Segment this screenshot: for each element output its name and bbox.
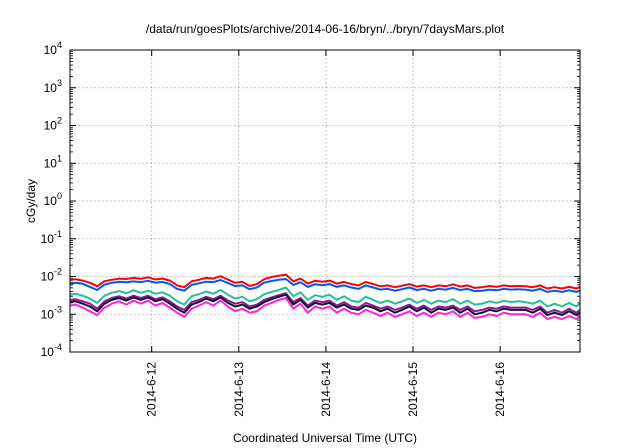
plot-frame — [69, 49, 581, 353]
y-tick-label: 104 — [44, 40, 62, 57]
x-tick-label: 2014-6-13 — [232, 362, 246, 417]
y-tick-label: 10-1 — [41, 229, 62, 246]
series-line-4 — [69, 292, 581, 314]
y-axis-label: cGy/day — [24, 179, 38, 223]
x-tick-label: 2014-6-15 — [406, 362, 420, 417]
series-line-1 — [69, 273, 581, 290]
series-line-5 — [69, 293, 581, 317]
chart-title: /data/run/goesPlots/archive/2014-06-16/b… — [146, 22, 505, 36]
y-tick-label: 100 — [44, 191, 62, 208]
y-tick-label: 102 — [44, 116, 62, 133]
x-axis-label: Coordinated Universal Time (UTC) — [233, 431, 417, 445]
series-group — [69, 273, 581, 320]
x-tick-label: 2014-6-16 — [493, 362, 507, 417]
axis-ticks: 10-4 10-3 10-2 10-1 100 101 102 103 104 2014-6-12… — [41, 40, 580, 417]
y-tick-label: 101 — [44, 153, 62, 170]
y-tick-label: 103 — [44, 78, 62, 95]
x-tick-label: 2014-6-14 — [319, 362, 333, 417]
series-line-6 — [69, 297, 581, 320]
y-tick-label: 10-4 — [41, 342, 62, 359]
series-line-3 — [69, 286, 581, 308]
x-tick-label: 2014-6-12 — [145, 362, 159, 417]
grid — [70, 50, 580, 352]
series-line-2 — [69, 278, 581, 293]
y-tick-label: 10-3 — [41, 304, 62, 321]
y-tick-label: 10-2 — [41, 267, 62, 284]
